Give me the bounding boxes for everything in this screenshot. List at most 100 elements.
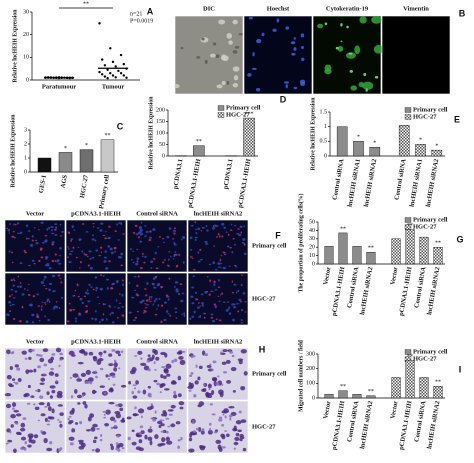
cell — [220, 262, 223, 265]
cell — [5, 403, 12, 409]
cell — [214, 289, 218, 291]
cell — [55, 305, 59, 309]
bar — [398, 124, 410, 157]
cell — [27, 293, 31, 297]
significance: ** — [340, 226, 346, 232]
cell — [108, 306, 112, 308]
cell — [201, 226, 205, 229]
cell — [102, 234, 106, 237]
cell — [102, 313, 105, 316]
cell — [204, 240, 208, 243]
data-point — [119, 53, 123, 57]
cell — [196, 306, 200, 309]
cell — [145, 294, 148, 297]
column-label: Hoechst — [267, 5, 290, 12]
cell — [27, 230, 31, 232]
row-label: HGC-27 — [252, 423, 276, 430]
cell — [48, 371, 55, 376]
cell — [183, 312, 186, 315]
cell — [69, 410, 75, 415]
cell — [167, 258, 170, 261]
cell — [102, 274, 105, 277]
cell — [45, 258, 48, 260]
x-tick-label: pCDNA3.1-HEIH — [187, 158, 203, 208]
bar — [369, 146, 381, 157]
cell — [9, 304, 12, 307]
cell — [6, 313, 10, 316]
significance: * — [419, 138, 422, 144]
cell — [55, 301, 58, 303]
cell — [142, 389, 147, 395]
significance: ** — [407, 223, 413, 229]
data-point — [114, 76, 117, 79]
cell — [79, 421, 83, 425]
cell — [14, 382, 19, 385]
cell — [206, 229, 209, 232]
x-tick-label: pCDNA3.1-HEIH — [237, 158, 253, 208]
cell — [35, 242, 39, 245]
cell — [28, 369, 34, 373]
cell — [98, 254, 101, 257]
cell — [137, 231, 141, 235]
cell — [27, 384, 31, 389]
cell — [114, 230, 117, 232]
cell — [213, 280, 216, 283]
cell — [20, 447, 25, 450]
cell — [38, 259, 41, 263]
cell — [96, 427, 100, 431]
cell — [162, 238, 165, 240]
cell — [59, 359, 63, 361]
cell — [102, 302, 105, 306]
cell — [189, 317, 192, 321]
cell — [225, 359, 231, 364]
cell — [200, 445, 206, 449]
micrograph — [187, 400, 249, 454]
cell — [56, 393, 63, 399]
cell — [300, 33, 305, 38]
cell — [107, 378, 110, 381]
cell — [175, 290, 179, 293]
cell — [121, 417, 125, 423]
cell — [201, 302, 204, 305]
cell — [46, 423, 51, 426]
cell — [131, 429, 135, 433]
cell — [111, 349, 116, 352]
cell — [56, 260, 59, 263]
cell — [69, 377, 73, 379]
cell — [51, 259, 55, 263]
cell — [87, 300, 91, 303]
cell — [117, 255, 121, 259]
data-point — [117, 69, 120, 73]
cell — [43, 302, 47, 304]
cell — [38, 402, 45, 406]
cell — [173, 244, 177, 246]
cell — [93, 436, 98, 440]
cell — [215, 318, 218, 320]
cell — [190, 224, 194, 227]
cell — [188, 437, 193, 442]
cell — [167, 298, 170, 301]
cell — [191, 315, 195, 318]
cell — [211, 320, 216, 323]
bar — [324, 394, 334, 399]
cell — [173, 227, 176, 230]
cell — [135, 233, 139, 236]
cell — [99, 354, 103, 358]
cell — [133, 276, 137, 278]
cell — [221, 80, 226, 86]
image-background — [381, 15, 451, 95]
cell — [54, 260, 57, 262]
cell — [151, 354, 155, 360]
cell — [346, 25, 349, 29]
cell — [228, 306, 231, 309]
cell — [216, 225, 219, 227]
cell — [147, 428, 153, 433]
bar — [336, 126, 348, 157]
cell — [32, 295, 36, 298]
cell — [157, 420, 163, 425]
cell — [99, 287, 103, 291]
cell — [195, 364, 198, 368]
cell — [44, 315, 47, 318]
cell — [43, 279, 45, 281]
image-background — [187, 400, 249, 454]
